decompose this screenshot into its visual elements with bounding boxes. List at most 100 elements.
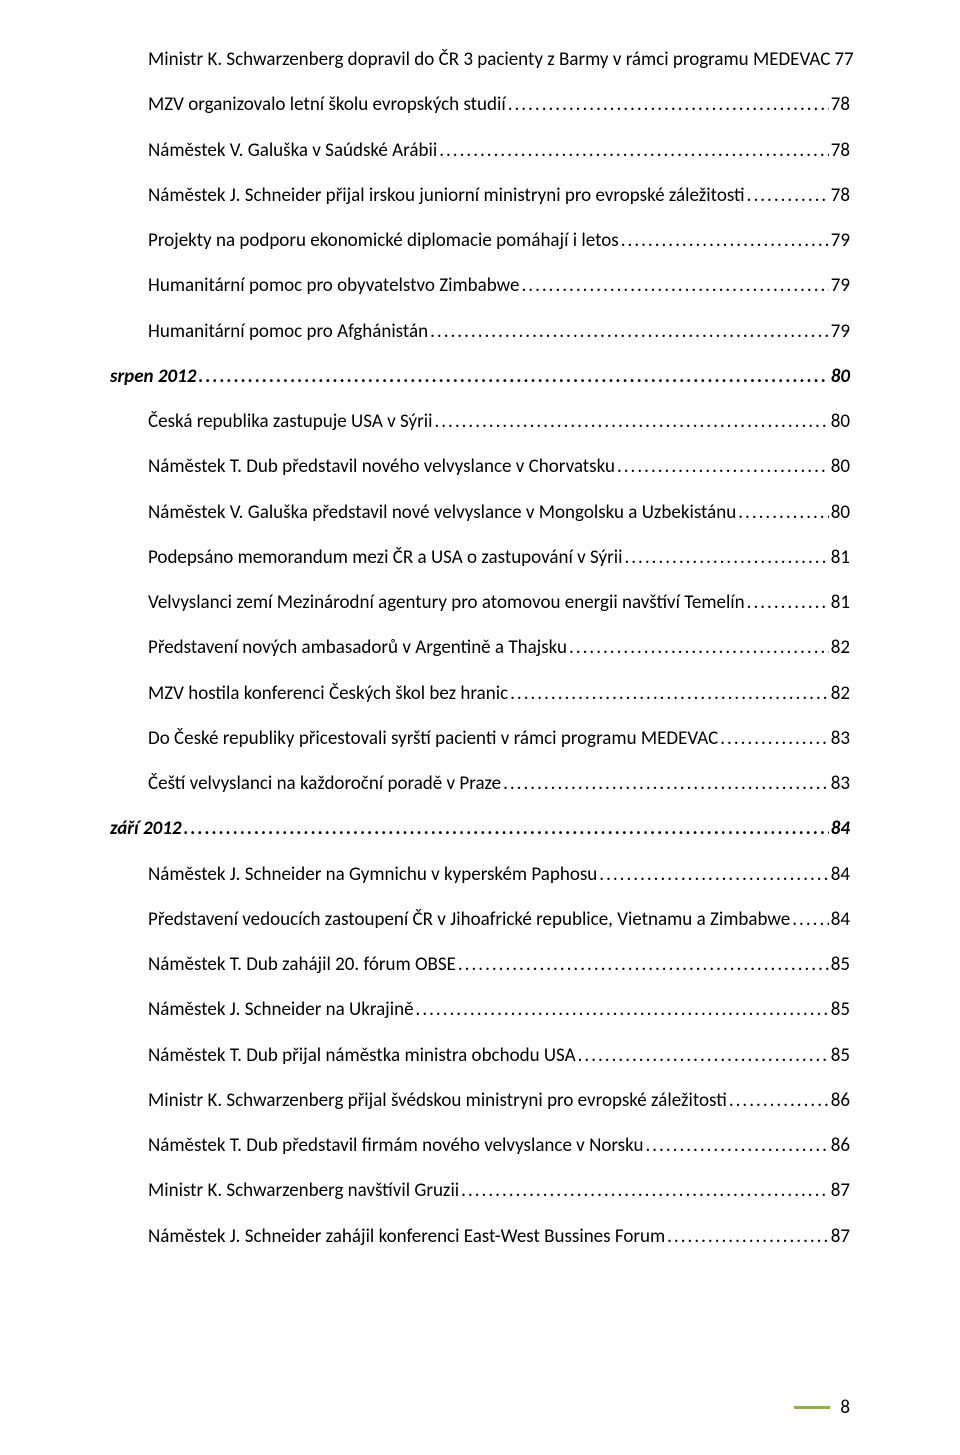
toc-entry[interactable]: Náměstek J. Schneider přijal irskou juni… [110,184,850,208]
toc-entry-title: Představení vedoucích zastoupení ČR v Ji… [148,908,790,932]
toc-entry-page: 84 [831,908,850,932]
document-page: Ministr K. Schwarzenberg dopravil do ČR … [0,0,960,1455]
toc-leader-dots [510,682,829,706]
toc-leader-dots [747,184,829,208]
toc-entry-title: Do České republiky přicestovali syrští p… [148,727,718,751]
toc-entry-title: srpen 2012 [110,365,196,389]
toc-leader-dots [738,501,828,525]
toc-entry[interactable]: Humanitární pomoc pro Afghánistán 79 [110,320,850,344]
toc-entry[interactable]: MZV organizovalo letní školu evropských … [110,93,850,117]
toc-entry[interactable]: Velvyslanci zemí Mezinárodní agentury pr… [110,591,850,615]
toc-entry-title: Náměstek V. Galuška představil nové velv… [148,501,736,525]
toc-section-heading[interactable]: srpen 2012 80 [110,365,850,389]
toc-leader-dots [521,274,828,298]
toc-leader-dots [458,953,829,977]
toc-entry[interactable]: MZV hostila konferenci Českých škol bez … [110,682,850,706]
toc-leader-dots [645,1134,828,1158]
toc-section-heading[interactable]: září 2012 84 [110,817,850,841]
toc-leader-dots [617,455,829,479]
toc-entry-page: 81 [831,591,850,615]
footer-accent-bar [794,1406,830,1409]
toc-leader-dots [183,817,828,841]
toc-entry[interactable]: Česká republika zastupuje USA v Sýrii 80 [110,410,850,434]
toc-entry-title: Humanitární pomoc pro Afghánistán [148,320,428,344]
toc-leader-dots [729,1089,829,1113]
toc-entry-title: Ministr K. Schwarzenberg navštívil Gruzi… [148,1179,459,1203]
toc-entry-page: 78 [831,93,850,117]
toc-entry[interactable]: Náměstek T. Dub představil nového velvys… [110,455,850,479]
toc-entry[interactable]: Ministr K. Schwarzenberg dopravil do ČR … [110,48,850,72]
toc-entry-page: 85 [831,998,850,1022]
toc-entry-page: 84 [831,863,850,887]
toc-entry-page: 79 [831,320,850,344]
toc-entry-page: 86 [831,1089,850,1113]
toc-entry-title: Ministr K. Schwarzenberg dopravil do ČR … [148,48,830,72]
toc-leader-dots [430,320,829,344]
toc-entry[interactable]: Ministr K. Schwarzenberg navštívil Gruzi… [110,1179,850,1203]
toc-leader-dots [508,93,829,117]
toc-leader-dots [503,772,829,796]
toc-entry-page: 78 [831,139,850,163]
toc-entry-title: Velvyslanci zemí Mezinárodní agentury pr… [148,591,745,615]
toc-entry[interactable]: Projekty na podporu ekonomické diplomaci… [110,229,850,253]
toc-entry-title: Představení nových ambasadorů v Argentin… [148,636,567,660]
page-number: 8 [840,1396,850,1419]
toc-entry[interactable]: Ministr K. Schwarzenberg přijal švédskou… [110,1089,850,1113]
toc-entry-title: Podepsáno memorandum mezi ČR a USA o zas… [148,546,622,570]
toc-entry-title: Projekty na podporu ekonomické diplomaci… [148,229,619,253]
toc-entry[interactable]: Do České republiky přicestovali syrští p… [110,727,850,751]
toc-leader-dots [416,998,829,1022]
toc-entry-title: Náměstek V. Galuška v Saúdské Arábii [148,139,437,163]
toc-entry-title: Náměstek T. Dub představil firmám nového… [148,1134,643,1158]
toc-leader-dots [624,546,828,570]
toc-entry[interactable]: Humanitární pomoc pro obyvatelstvo Zimba… [110,274,850,298]
toc-entry-page: 82 [831,636,850,660]
toc-entry[interactable]: Náměstek J. Schneider zahájil konferenci… [110,1225,850,1249]
toc-entry-page: 80 [831,410,850,434]
toc-leader-dots [667,1225,829,1249]
toc-entry-title: Náměstek T. Dub zahájil 20. fórum OBSE [148,953,456,977]
toc-entry-title: MZV hostila konferenci Českých škol bez … [148,682,508,706]
toc-leader-dots [720,727,829,751]
toc-leader-dots [198,365,828,389]
toc-entry-title: Humanitární pomoc pro obyvatelstvo Zimba… [148,274,519,298]
toc-leader-dots [434,410,828,434]
toc-entry-page: 84 [831,817,850,841]
toc-entry-page: 80 [831,501,850,525]
toc-entry[interactable]: Náměstek T. Dub přijal náměstka ministra… [110,1044,850,1068]
toc-entry[interactable]: Náměstek T. Dub představil firmám nového… [110,1134,850,1158]
toc-leader-dots [439,139,829,163]
toc-entry-page: 82 [831,682,850,706]
toc-entry-page: 86 [831,1134,850,1158]
toc-entry-page: 87 [831,1179,850,1203]
toc-entry-page: 77 [834,48,853,72]
toc-entry-title: Náměstek J. Schneider na Ukrajině [148,998,414,1022]
toc-entry[interactable]: Představení vedoucích zastoupení ČR v Ji… [110,908,850,932]
toc-entry-title: Čeští velvyslanci na každoroční poradě v… [148,772,501,796]
toc-entry-page: 87 [831,1225,850,1249]
toc-entry-page: 79 [831,274,850,298]
toc-entry-title: Ministr K. Schwarzenberg přijal švédskou… [148,1089,727,1113]
toc-entry[interactable]: Náměstek V. Galuška představil nové velv… [110,501,850,525]
toc-entry-page: 81 [831,546,850,570]
toc-entry[interactable]: Náměstek V. Galuška v Saúdské Arábii 78 [110,139,850,163]
toc-leader-dots [792,908,828,932]
toc-leader-dots [569,636,829,660]
toc-entry-title: září 2012 [110,817,181,841]
toc-entry-page: 85 [831,1044,850,1068]
toc-entry-title: Náměstek J. Schneider zahájil konferenci… [148,1225,665,1249]
toc-entry[interactable]: Náměstek J. Schneider na Gymnichu v kype… [110,863,850,887]
toc-leader-dots [578,1044,829,1068]
toc-entry-page: 80 [831,365,850,389]
toc-entry[interactable]: Představení nových ambasadorů v Argentin… [110,636,850,660]
toc-entry[interactable]: Náměstek T. Dub zahájil 20. fórum OBSE 8… [110,953,850,977]
toc-leader-dots [461,1179,829,1203]
toc-entry[interactable]: Podepsáno memorandum mezi ČR a USA o zas… [110,546,850,570]
toc-entry-title: Náměstek J. Schneider přijal irskou juni… [148,184,745,208]
toc-entry[interactable]: Čeští velvyslanci na každoroční poradě v… [110,772,850,796]
toc-leader-dots [621,229,829,253]
toc-entry-title: Náměstek J. Schneider na Gymnichu v kype… [148,863,597,887]
toc-entry[interactable]: Náměstek J. Schneider na Ukrajině 85 [110,998,850,1022]
toc-leader-dots [599,863,828,887]
toc-leader-dots [747,591,829,615]
